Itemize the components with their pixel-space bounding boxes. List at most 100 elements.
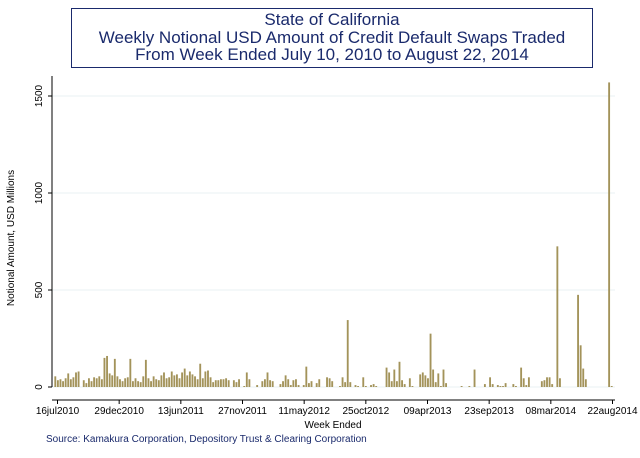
bar-137 [408, 378, 411, 387]
bar-24 [116, 376, 119, 387]
bar-174 [504, 383, 507, 387]
bar-96 [302, 385, 305, 387]
bar-149 [439, 386, 442, 387]
bar-8 [75, 372, 77, 387]
bar-132 [395, 381, 398, 387]
bar-191 [548, 377, 551, 387]
bar-58 [204, 371, 207, 387]
bar-16 [95, 378, 98, 387]
bar-36 [147, 378, 150, 387]
bar-2 [59, 379, 62, 387]
bar-11 [82, 380, 85, 387]
bar-116 [354, 385, 357, 387]
x-tick-label-4: 11may2012 [278, 406, 330, 417]
y-tick-label-2: 1000 [34, 181, 45, 204]
bar-29 [129, 358, 132, 387]
x-tick-label-7: 23sep2013 [464, 406, 514, 417]
bar-144 [427, 378, 429, 387]
bar-102 [318, 379, 321, 387]
bar-50 [183, 368, 186, 387]
bar-84 [271, 381, 274, 387]
bar-66 [225, 378, 228, 387]
chart-title-line-3: From Week Ended July 10, 2010 to August … [135, 45, 529, 64]
bar-93 [295, 379, 297, 387]
bar-54 [194, 376, 196, 387]
y-ticks: 0 500 1000 1500 [34, 84, 52, 390]
bar-83 [269, 380, 272, 387]
bar-157 [460, 386, 463, 387]
x-axis-label: Week Ended [304, 420, 361, 431]
x-tick-label-3: 27nov2011 [218, 406, 267, 417]
bar-26 [121, 381, 124, 387]
bar-67 [227, 380, 230, 387]
bar-147 [434, 382, 437, 387]
source-note: Source: Kamakura Corporation, Depository… [46, 434, 367, 445]
bar-38 [152, 376, 155, 387]
bar-20 [106, 355, 108, 387]
bar-128 [385, 367, 388, 387]
bar-70 [235, 382, 238, 387]
bar-55 [196, 379, 199, 387]
bar-192 [551, 384, 554, 387]
bar-4 [64, 378, 67, 387]
bar-46 [173, 375, 176, 387]
bar-122 [370, 385, 372, 387]
bar-205 [584, 379, 587, 387]
bar-43 [165, 378, 168, 387]
x-ticks: 16jul2010 29dec2010 13jun2011 27nov2011 11ma… [36, 400, 638, 417]
bar-190 [546, 377, 548, 387]
bar-47 [176, 374, 178, 387]
bar-171 [496, 385, 499, 387]
bar-110 [339, 386, 341, 387]
bar-188 [540, 381, 543, 387]
bar-65 [222, 379, 225, 387]
bar-195 [559, 378, 561, 387]
bar-180 [520, 367, 523, 387]
bar-57 [201, 378, 204, 387]
x-tick-label-1: 29dec2010 [94, 406, 144, 417]
bar-64 [219, 379, 222, 387]
bar-60 [209, 377, 212, 387]
bar-31 [134, 378, 137, 387]
bar-150 [442, 369, 445, 387]
bar-21 [108, 373, 111, 387]
bar-160 [468, 386, 471, 387]
bar-15 [93, 377, 96, 387]
bar-202 [577, 294, 579, 387]
bar-94 [297, 385, 300, 387]
bar-120 [364, 386, 367, 387]
bar-28 [126, 377, 129, 387]
bar-106 [328, 378, 331, 387]
bar-48 [178, 378, 181, 387]
bar-30 [132, 381, 134, 387]
bar-3 [62, 381, 64, 387]
y-axis-label: Notional Amount, USD Millions [6, 170, 17, 306]
bar-13 [88, 378, 90, 387]
bar-114 [349, 382, 352, 387]
bar-90 [287, 379, 290, 387]
bar-6 [69, 379, 72, 387]
bar-78 [256, 385, 259, 387]
bar-1 [56, 380, 59, 387]
bars [54, 82, 613, 388]
bar-32 [137, 381, 140, 387]
bar-49 [181, 372, 184, 387]
bar-71 [238, 379, 240, 387]
y-tick-label-0: 0 [34, 384, 45, 390]
bar-99 [310, 381, 313, 387]
bar-134 [401, 380, 404, 387]
bar-53 [191, 374, 194, 387]
bar-215 [610, 386, 613, 387]
bar-14 [90, 381, 93, 387]
bar-63 [217, 380, 220, 387]
bar-214 [608, 82, 611, 388]
bar-130 [390, 381, 393, 387]
y-tick-label-1: 500 [34, 281, 45, 298]
bar-56 [199, 363, 202, 387]
bar-146 [432, 369, 435, 387]
bar-178 [515, 386, 517, 387]
bar-183 [527, 377, 530, 387]
y-tick-label-3: 1500 [34, 84, 45, 107]
bar-133 [398, 361, 401, 387]
bar-73 [243, 386, 246, 387]
